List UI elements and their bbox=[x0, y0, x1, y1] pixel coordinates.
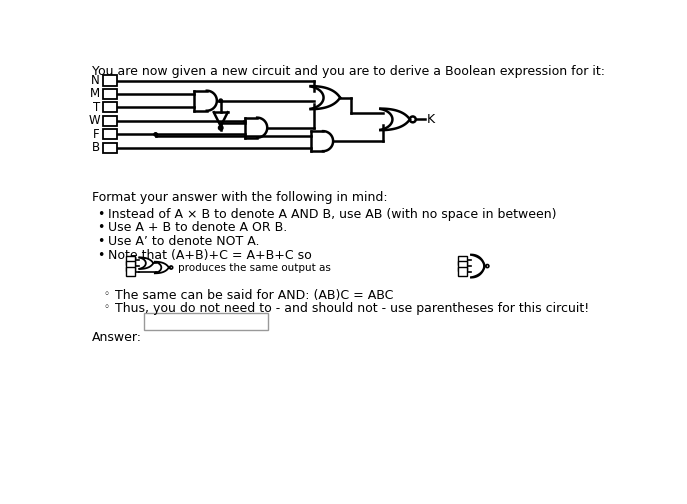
Bar bbox=[144, 313, 268, 330]
Text: Note that (A+B)+C = A+B+C so: Note that (A+B)+C = A+B+C so bbox=[108, 249, 311, 262]
Bar bbox=[103, 76, 117, 86]
Text: B: B bbox=[91, 142, 100, 154]
Bar bbox=[103, 143, 117, 153]
Text: Format your answer with the following in mind:: Format your answer with the following in… bbox=[92, 191, 387, 204]
Bar bbox=[126, 267, 135, 277]
Text: T: T bbox=[93, 101, 100, 114]
Bar bbox=[458, 262, 467, 271]
Text: N: N bbox=[91, 74, 100, 87]
Text: Use A’ to denote NOT A.: Use A’ to denote NOT A. bbox=[108, 235, 259, 248]
Text: Thus, you do not need to - and should not - use parentheses for this circuit!: Thus, you do not need to - and should no… bbox=[115, 302, 589, 316]
Text: •: • bbox=[98, 249, 105, 262]
Bar bbox=[458, 256, 467, 265]
Text: Use A + B to denote A OR B.: Use A + B to denote A OR B. bbox=[108, 221, 287, 234]
Bar bbox=[126, 262, 135, 271]
Bar bbox=[458, 267, 467, 277]
Text: •: • bbox=[98, 221, 105, 234]
Text: •: • bbox=[98, 208, 105, 221]
Bar bbox=[103, 116, 117, 126]
Text: ◦: ◦ bbox=[103, 302, 109, 312]
Bar bbox=[103, 102, 117, 112]
Text: Answer:: Answer: bbox=[92, 331, 142, 344]
Circle shape bbox=[154, 133, 157, 136]
Text: ◦: ◦ bbox=[103, 289, 109, 299]
Bar bbox=[126, 256, 135, 265]
Text: Instead of A × B to denote A AND B, use AB (with no space in between): Instead of A × B to denote A AND B, use … bbox=[108, 208, 556, 221]
Text: F: F bbox=[93, 128, 100, 141]
Text: M: M bbox=[90, 88, 100, 100]
Text: produces the same output as: produces the same output as bbox=[178, 263, 331, 273]
Circle shape bbox=[219, 99, 223, 102]
Bar bbox=[103, 89, 117, 99]
Text: The same can be said for AND: (AB)C = ABC: The same can be said for AND: (AB)C = AB… bbox=[115, 289, 394, 302]
Text: W: W bbox=[88, 114, 100, 128]
Text: •: • bbox=[98, 235, 105, 248]
Text: You are now given a new circuit and you are to derive a Boolean expression for i: You are now given a new circuit and you … bbox=[92, 65, 605, 78]
Bar bbox=[103, 130, 117, 140]
Text: K: K bbox=[427, 113, 435, 126]
